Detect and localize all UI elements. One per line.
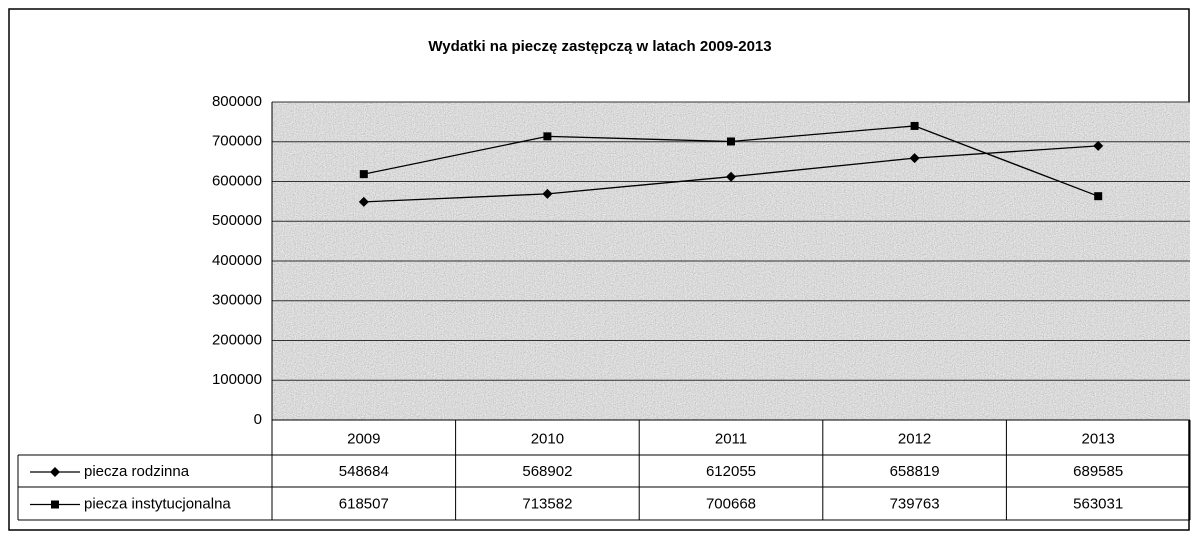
table-value: 612055 [706,463,756,480]
marker-diamond [358,196,369,207]
marker-square [51,500,59,509]
marker-diamond [909,153,920,164]
table-value: 568902 [522,463,572,480]
legend-label: piecza rodzinna [84,463,190,480]
x-tick-label: 2013 [1082,430,1115,447]
marker-diamond [542,188,553,199]
y-tick-label: 500000 [212,212,262,229]
y-tick-label: 400000 [212,252,262,269]
marker-diamond [1093,140,1104,151]
legend-label: piecza instytucjonalna [84,495,231,512]
table-value: 713582 [522,495,572,512]
marker-square [1094,192,1103,201]
table-value: 548684 [339,463,389,480]
y-tick-label: 700000 [212,133,262,150]
table-value: 700668 [706,495,756,512]
table-value: 689585 [1073,463,1123,480]
table-value: 563031 [1073,495,1123,512]
y-tick-label: 800000 [212,93,262,110]
chart-title: Wydatki na pieczę zastępczą w latach 200… [428,38,771,55]
y-tick-label: 200000 [212,331,262,348]
y-tick-label: 600000 [212,172,262,189]
table-value: 618507 [339,495,389,512]
y-tick-label: 0 [254,411,262,428]
x-tick-label: 2009 [347,430,380,447]
x-tick-label: 2011 [715,430,747,447]
marker-square [543,132,552,141]
marker-square [727,137,735,146]
marker-diamond [50,467,60,477]
table-value: 739763 [890,495,940,512]
x-tick-label: 2010 [531,430,564,447]
y-tick-label: 300000 [212,292,262,309]
table-value: 658819 [890,463,940,480]
y-tick-label: 100000 [212,371,262,388]
marker-square [910,121,919,130]
x-tick-label: 2012 [898,430,931,447]
marker-square [359,170,368,179]
marker-diamond [726,171,736,182]
